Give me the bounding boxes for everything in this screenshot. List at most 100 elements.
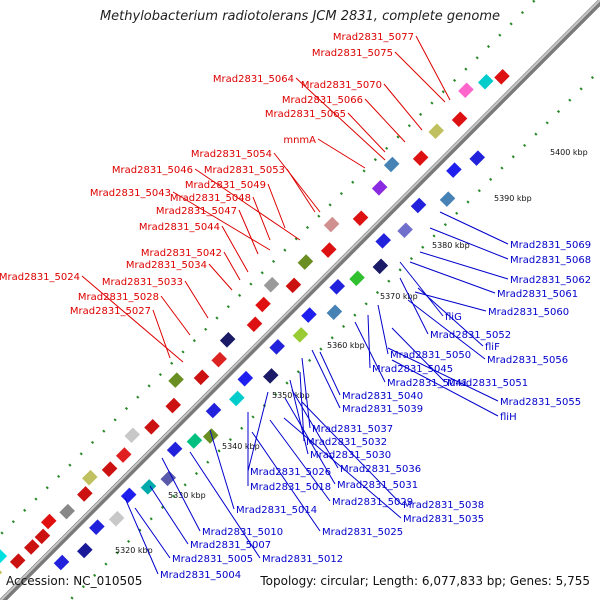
forward-gene-label-leader <box>208 263 233 291</box>
forward-gene-block <box>263 276 280 293</box>
reverse-gene-label-leader <box>354 321 386 383</box>
forward-gene-label-leader <box>317 138 366 169</box>
forward-gene-label[interactable]: Mrad2831_5043 <box>90 188 171 199</box>
reverse-gene-label-leader <box>414 291 487 312</box>
reverse-gene-label[interactable]: fliF <box>485 342 500 353</box>
reverse-gene-label-leader <box>377 304 389 355</box>
forward-gene-label[interactable]: Mrad2831_5034 <box>126 260 207 271</box>
reverse-gene-label[interactable]: Mrad2831_5056 <box>487 355 568 366</box>
reverse-gene-label[interactable]: Mrad2831_5004 <box>160 570 241 581</box>
genome-title: Methylobacterium radiotolerans JCM 2831,… <box>99 9 501 24</box>
forward-gene-label[interactable]: Mrad2831_5044 <box>139 222 220 233</box>
reverse-gene-label-leader <box>439 211 509 245</box>
forward-gene-label[interactable]: Mrad2831_5033 <box>102 277 183 288</box>
kbp-tick-label: 5320 kbp <box>115 546 153 555</box>
forward-gene-label[interactable]: Mrad2831_5047 <box>156 206 237 217</box>
forward-gene-block <box>285 277 302 294</box>
forward-gene-label[interactable]: mnmA <box>283 135 316 146</box>
forward-gene-block <box>34 528 51 545</box>
reverse-gene-label[interactable]: Mrad2831_5050 <box>390 350 471 361</box>
reverse-gene-label[interactable]: Mrad2831_5040 <box>342 391 423 402</box>
reverse-gene-label[interactable]: fliH <box>500 412 517 423</box>
reverse-gene-block <box>53 554 70 571</box>
reverse-gene-label[interactable]: Mrad2831_5061 <box>497 289 578 300</box>
forward-gene-label[interactable]: Mrad2831_5066 <box>282 95 363 106</box>
forward-gene-block <box>246 316 263 333</box>
reverse-gene-block <box>140 479 157 495</box>
forward-gene-block <box>41 513 57 530</box>
reverse-gene-label[interactable]: Mrad2831_5062 <box>510 275 591 286</box>
forward-gene-label-leader <box>238 209 259 255</box>
forward-gene-label[interactable]: Mrad2831_5027 <box>70 306 151 317</box>
reverse-gene-label[interactable]: Mrad2831_5055 <box>500 397 581 408</box>
forward-gene-block <box>165 397 181 414</box>
kbp-tick-label: 5350 kbp <box>272 391 310 400</box>
reverse-gene-label[interactable]: Mrad2831_5030 <box>310 450 391 461</box>
reverse-gene-block <box>326 304 343 321</box>
kbp-tick-label: 5340 kbp <box>222 442 260 451</box>
reverse-gene-label[interactable]: Mrad2831_5051 <box>447 378 528 389</box>
forward-gene-label[interactable]: Mrad2831_5077 <box>333 32 414 43</box>
reverse-gene-label[interactable]: Mrad2831_5036 <box>340 464 421 475</box>
reverse-gene-block <box>120 487 137 504</box>
kbp-tick-label: 5380 kbp <box>432 241 470 250</box>
forward-gene-block <box>168 372 184 388</box>
forward-gene-label[interactable]: Mrad2831_5053 <box>204 165 285 176</box>
forward-gene-label-leader <box>286 168 316 213</box>
reverse-gene-block <box>202 428 219 444</box>
forward-gene-label-leader <box>273 152 321 213</box>
reverse-gene-label[interactable]: Mrad2831_5031 <box>337 480 418 491</box>
forward-gene-block <box>323 216 340 233</box>
reverse-gene-label[interactable]: Mrad2831_5039 <box>342 404 423 415</box>
reverse-gene-label[interactable]: Mrad2831_5012 <box>262 554 343 565</box>
kbp-tick-label: 5400 kbp <box>550 148 588 157</box>
forward-gene-label[interactable]: Mrad2831_5075 <box>312 48 393 59</box>
reverse-gene-block <box>237 370 254 387</box>
genome-summary: Topology: circular; Length: 6,077,833 bp… <box>260 574 590 588</box>
forward-gene-label[interactable]: Mrad2831_5049 <box>185 180 266 191</box>
reverse-gene-label[interactable]: Mrad2831_5014 <box>236 505 317 516</box>
reverse-gene-label[interactable]: Mrad2831_5068 <box>510 255 591 266</box>
forward-gene-label-leader <box>223 251 241 281</box>
forward-gene-block <box>144 419 160 435</box>
forward-gene-label-leader <box>172 191 271 251</box>
reverse-gene-label[interactable]: Mrad2831_5035 <box>403 514 484 525</box>
reverse-gene-label-leader <box>367 314 371 369</box>
reverse-gene-label-leader <box>209 429 235 510</box>
reverse-gene-label[interactable]: Mrad2831_5038 <box>403 500 484 511</box>
forward-gene-label[interactable]: Mrad2831_5070 <box>301 80 382 91</box>
reverse-gene-label[interactable]: Mrad2831_5037 <box>312 424 393 435</box>
reverse-gene-label[interactable]: fliG <box>445 312 462 323</box>
forward-gene-label[interactable]: Mrad2831_5028 <box>78 292 159 303</box>
reverse-gene-label[interactable]: Mrad2831_5069 <box>510 240 591 251</box>
reverse-gene-block <box>410 197 427 214</box>
forward-gene-label[interactable]: Mrad2831_5042 <box>141 248 222 259</box>
kbp-tick-label: 5390 kbp <box>494 194 532 203</box>
forward-gene-block <box>0 549 8 565</box>
forward-gene-label[interactable]: Mrad2831_5024 <box>0 272 80 283</box>
forward-gene-label-leader <box>267 183 286 229</box>
reverse-gene-label[interactable]: Mrad2831_5025 <box>322 527 403 538</box>
forward-gene-block <box>458 82 474 99</box>
forward-gene-label-leader <box>81 275 184 363</box>
reverse-gene-label[interactable]: Mrad2831_5029 <box>332 497 413 508</box>
forward-gene-label-leader <box>295 77 386 161</box>
forward-gene-label[interactable]: Mrad2831_5046 <box>112 165 193 176</box>
reverse-gene-label[interactable]: Mrad2831_5032 <box>306 437 387 448</box>
reverse-gene-label[interactable]: Mrad2831_5026 <box>250 467 331 478</box>
forward-gene-label-leader <box>364 98 406 143</box>
forward-gene-label[interactable]: Mrad2831_5065 <box>265 109 346 120</box>
reverse-gene-label[interactable]: Mrad2831_5005 <box>172 554 253 565</box>
reverse-gene-label[interactable]: Mrad2831_5060 <box>488 307 569 318</box>
reverse-gene-label-leader <box>124 497 159 575</box>
reverse-gene-label-leader <box>407 299 486 360</box>
forward-gene-label-leader <box>415 35 451 101</box>
forward-gene-label-leader <box>194 168 301 241</box>
reverse-gene-label[interactable]: Mrad2831_5045 <box>372 364 453 375</box>
forward-gene-label[interactable]: Mrad2831_5064 <box>213 74 294 85</box>
forward-gene-label[interactable]: Mrad2831_5048 <box>170 193 251 204</box>
forward-gene-label-leader <box>383 83 423 131</box>
reverse-gene-label[interactable]: Mrad2831_5007 <box>190 540 271 551</box>
reverse-gene-label[interactable]: Mrad2831_5041 <box>387 378 468 389</box>
forward-gene-label[interactable]: Mrad2831_5054 <box>191 149 272 160</box>
